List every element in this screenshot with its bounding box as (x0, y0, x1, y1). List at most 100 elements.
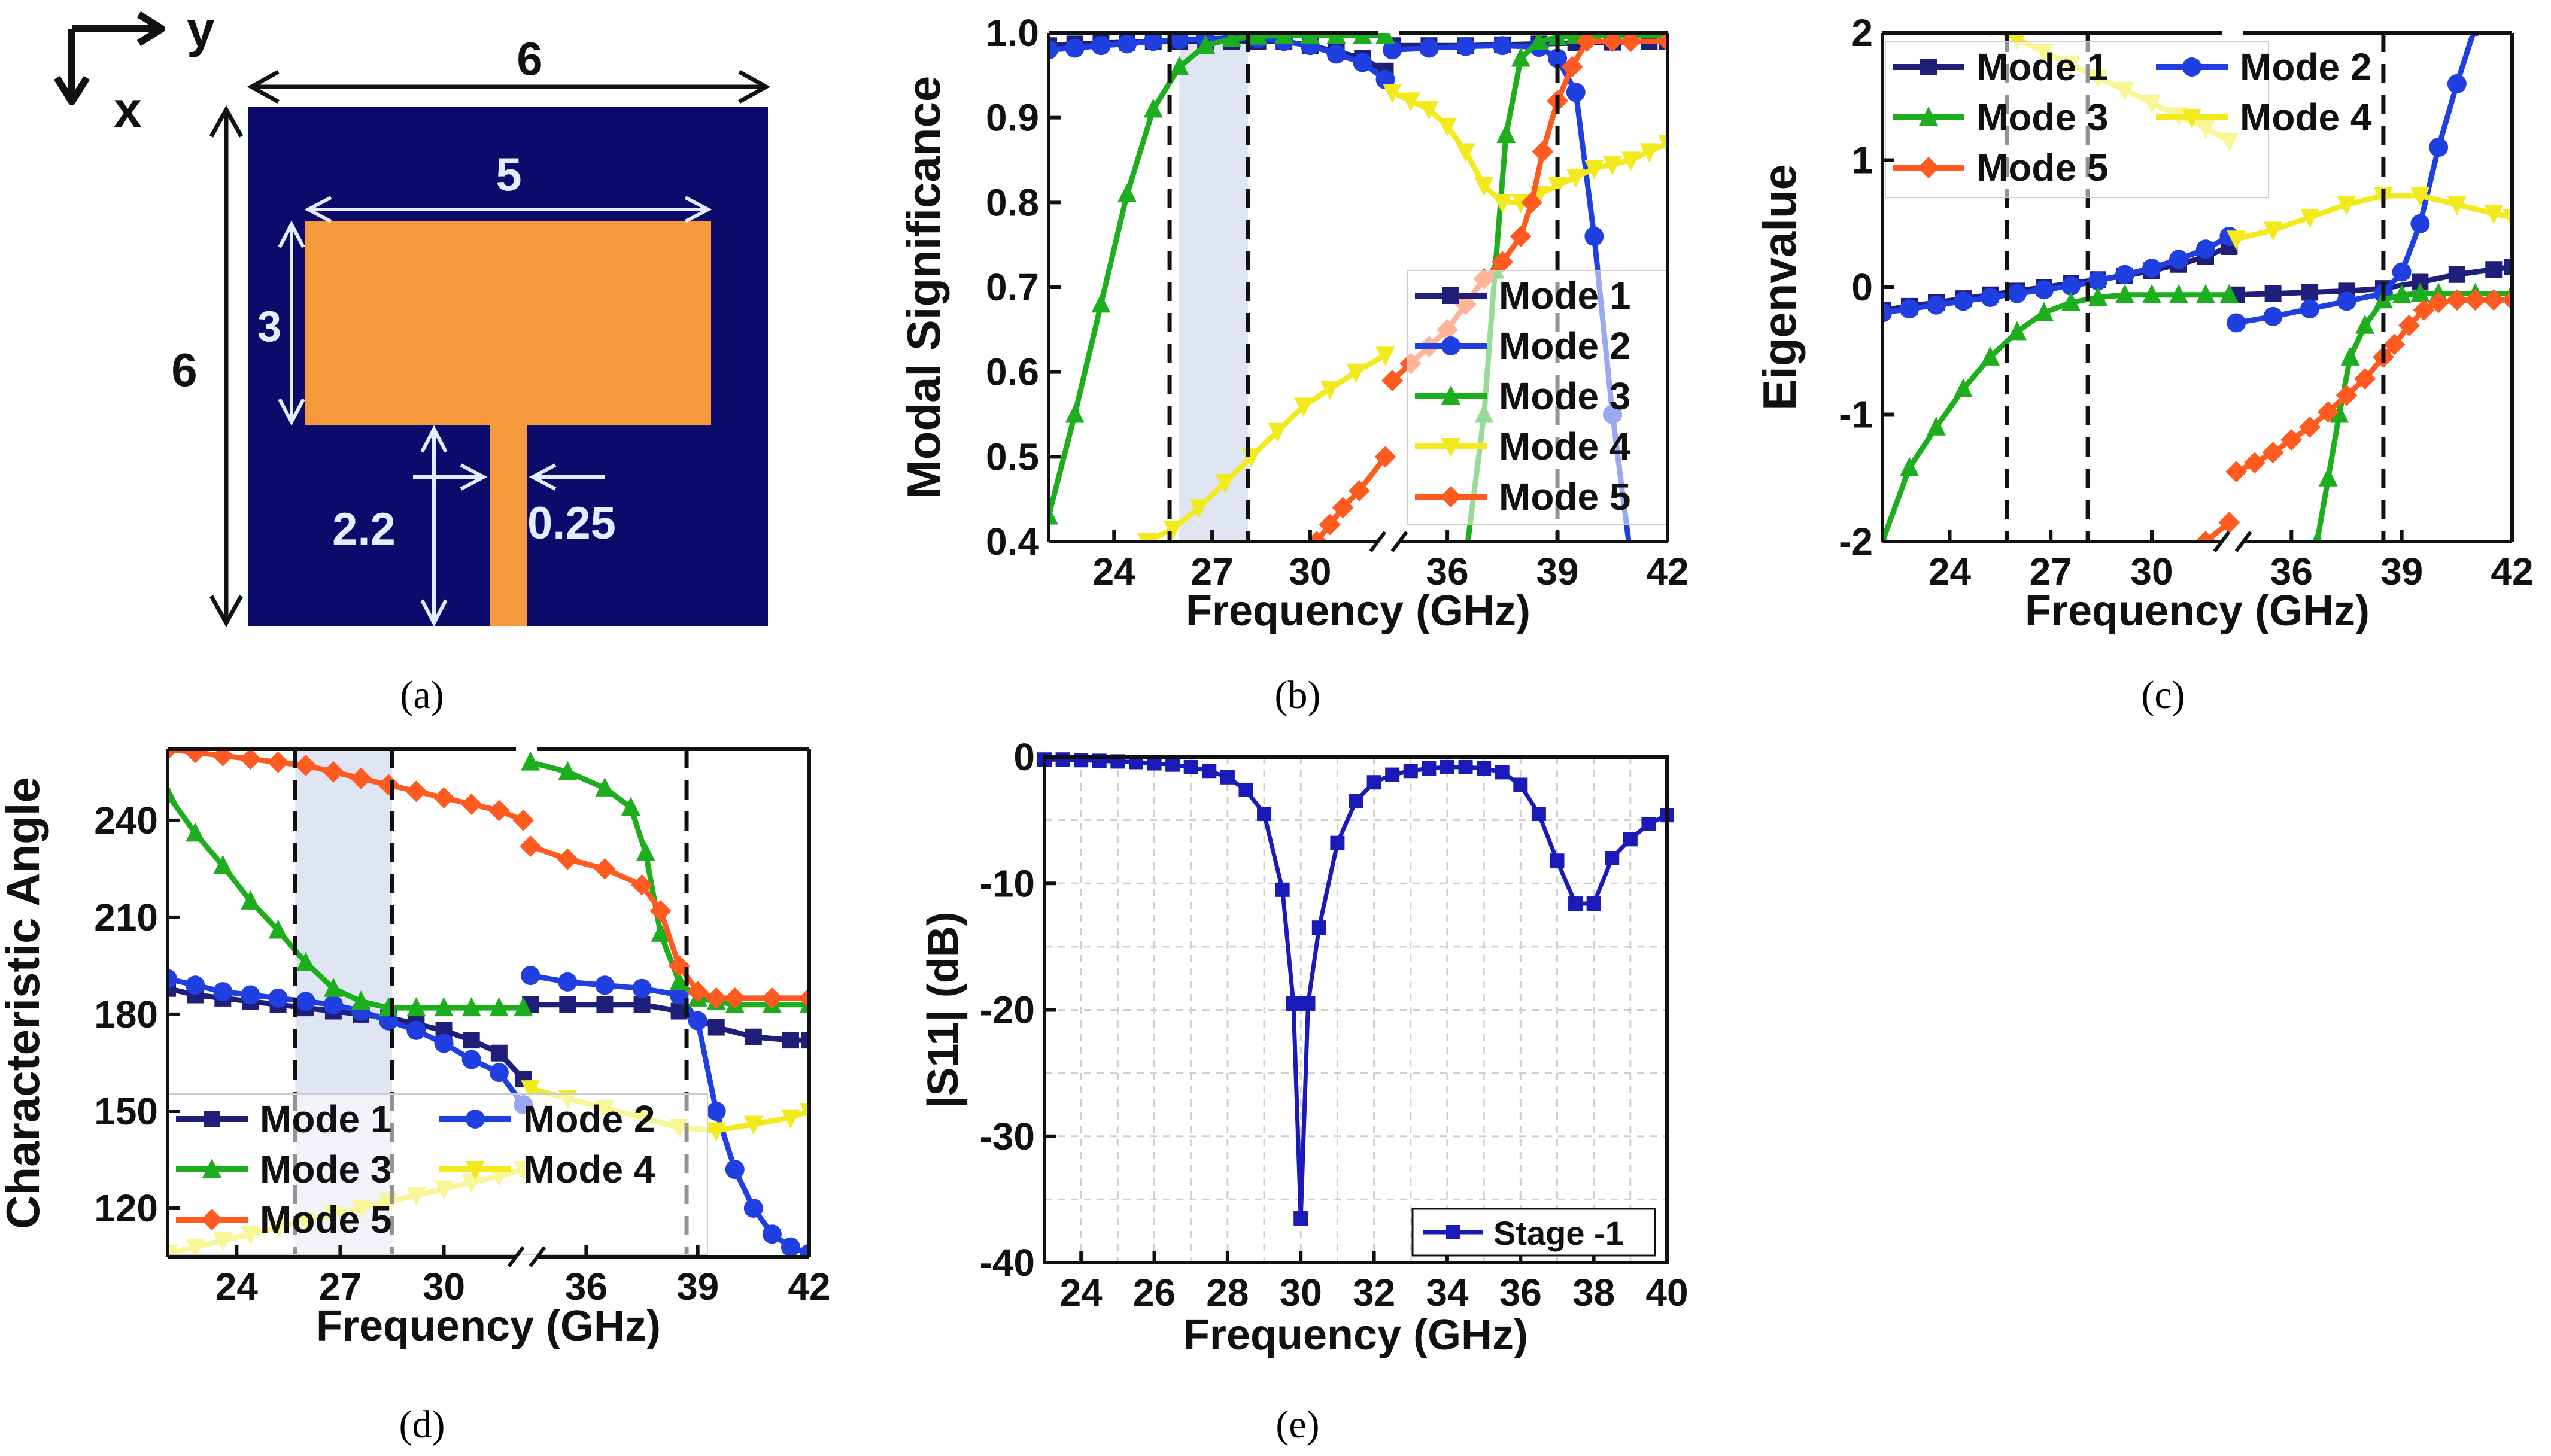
x-tick-label: 42 (2491, 550, 2533, 593)
y-tick-label: 0.4 (986, 520, 1039, 563)
x-tick-label: 30 (423, 1265, 465, 1308)
marker-mode5 (2428, 291, 2450, 314)
x-tick-label: 42 (788, 1265, 830, 1308)
marker-stage-1 (1568, 896, 1583, 911)
legend-label-mode5: Mode 5 (1499, 475, 1630, 518)
x-tick-label: 42 (1646, 550, 1688, 593)
marker-stage-1 (1495, 765, 1510, 780)
marker-mode4 (1456, 143, 1475, 163)
marker-mode2 (2008, 284, 2027, 303)
marker-mode4 (1621, 151, 1641, 171)
marker-mode3 (2142, 284, 2161, 303)
marker-stage-1 (1513, 777, 1528, 792)
x-tick-label: 39 (2380, 550, 2423, 593)
legend-box (168, 1093, 708, 1255)
legend-label-mode1: Mode 1 (1499, 274, 1630, 317)
marker-mode2 (213, 982, 233, 1002)
marker-mode4 (1419, 101, 1439, 120)
marker-stage-1 (1055, 752, 1070, 767)
marker-mode3 (1117, 183, 1137, 203)
marker-mode3 (406, 997, 426, 1017)
x-axis-title: Frequency (GHz) (316, 1302, 661, 1350)
dim-feed-length: 2.2 (332, 504, 396, 555)
marker-mode5 (649, 900, 672, 922)
marker-mode3 (296, 952, 315, 971)
marker-mode5 (2464, 289, 2486, 311)
marker-mode4 (1639, 143, 1659, 163)
marker-mode5 (1620, 33, 1642, 53)
y-tick-label: 0.5 (986, 435, 1039, 478)
y-tick-label: 240 (94, 799, 158, 842)
marker-mode4 (1603, 156, 1623, 175)
marker-mode2 (434, 1034, 454, 1053)
marker-mode5 (2483, 289, 2505, 311)
marker-mode3 (636, 841, 655, 861)
y-tick-label: -30 (980, 1115, 1035, 1158)
marker-stage-1 (1293, 1211, 1308, 1226)
marker-mode2 (1954, 291, 1973, 311)
dim-substrate-height: 6 (171, 344, 197, 396)
marker-mode2 (489, 1063, 509, 1083)
marker-mode5 (1374, 446, 1396, 468)
marker-mode4 (2503, 209, 2512, 229)
marker-mode2 (461, 1050, 481, 1069)
marker-mode4 (2410, 187, 2430, 206)
series-line-mode2 (2236, 33, 2476, 326)
marker-mode4 (1375, 346, 1395, 366)
marker-mode3 (514, 997, 533, 1017)
x-tick-label: 39 (676, 1265, 719, 1308)
series-line-mode5 (2235, 297, 2512, 475)
marker-mode5 (1348, 480, 1370, 501)
y-tick-label: 150 (94, 1090, 158, 1133)
dim-feed-length-arrow (420, 425, 448, 627)
series-line-mode3 (2314, 291, 2512, 542)
marker-mode2 (2410, 214, 2430, 233)
marker-stage-1 (1238, 782, 1253, 797)
marker-stage-1 (1074, 753, 1089, 768)
series-line-mode4 (2236, 193, 2512, 242)
marker-mode5 (2243, 452, 2265, 474)
marker-mode2 (296, 992, 315, 1011)
axis-y-label: y (187, 1, 215, 57)
marker-mode5 (1332, 497, 1354, 519)
marker-stage-1 (1220, 770, 1235, 785)
x-axis-title: Frequency (GHz) (2025, 587, 2370, 635)
marker-mode2 (2169, 250, 2188, 269)
marker-mode2 (268, 988, 288, 1008)
marker-mode3 (1274, 33, 1294, 44)
marker-mode2 (406, 1020, 426, 1040)
marker-mode3 (595, 777, 615, 797)
marker-mode3 (168, 783, 177, 803)
marker-mode5 (2501, 289, 2512, 311)
y-tick-label: -2 (1839, 520, 1873, 563)
marker-mode5 (1918, 157, 1939, 178)
legend: Mode 1 Mode 2 Mode 3 Mode 4 Mode 5 (1407, 270, 1667, 525)
marker-mode2 (2337, 291, 2356, 311)
x-tick-label: 39 (1536, 550, 1578, 593)
marker-stage-1 (1257, 807, 1272, 822)
legend-label-mode2: Mode 2 (523, 1098, 655, 1141)
legend-label-mode5: Mode 5 (260, 1198, 391, 1241)
legend-label-mode1: Mode 1 (1976, 45, 2108, 89)
marker-mode2 (2392, 262, 2412, 282)
marker-stage-1 (1641, 816, 1656, 831)
y-tick-label: 0.8 (986, 181, 1039, 224)
marker-stage-1 (1301, 996, 1316, 1011)
marker-mode5 (761, 987, 783, 1009)
marker-mode2 (1456, 37, 1475, 56)
x-tick-label: 27 (1191, 550, 1233, 593)
marker-mode3 (2061, 291, 2081, 311)
marker-mode3 (1300, 33, 1320, 44)
marker-mode2 (1419, 38, 1439, 58)
marker-mode2 (706, 1101, 726, 1121)
marker-mode3 (241, 890, 260, 910)
marker-mode5 (1521, 192, 1543, 214)
x-tick-label: 36 (1499, 1271, 1542, 1314)
y-tick-label: 0 (1013, 735, 1035, 779)
marker-mode3 (1375, 33, 1395, 44)
marker-mode4 (706, 1122, 726, 1142)
marker-mode4 (2337, 196, 2356, 215)
marker-mode5 (1492, 251, 1514, 273)
dim-patch-height-arrow (278, 220, 305, 426)
marker-mode5 (2299, 416, 2321, 438)
